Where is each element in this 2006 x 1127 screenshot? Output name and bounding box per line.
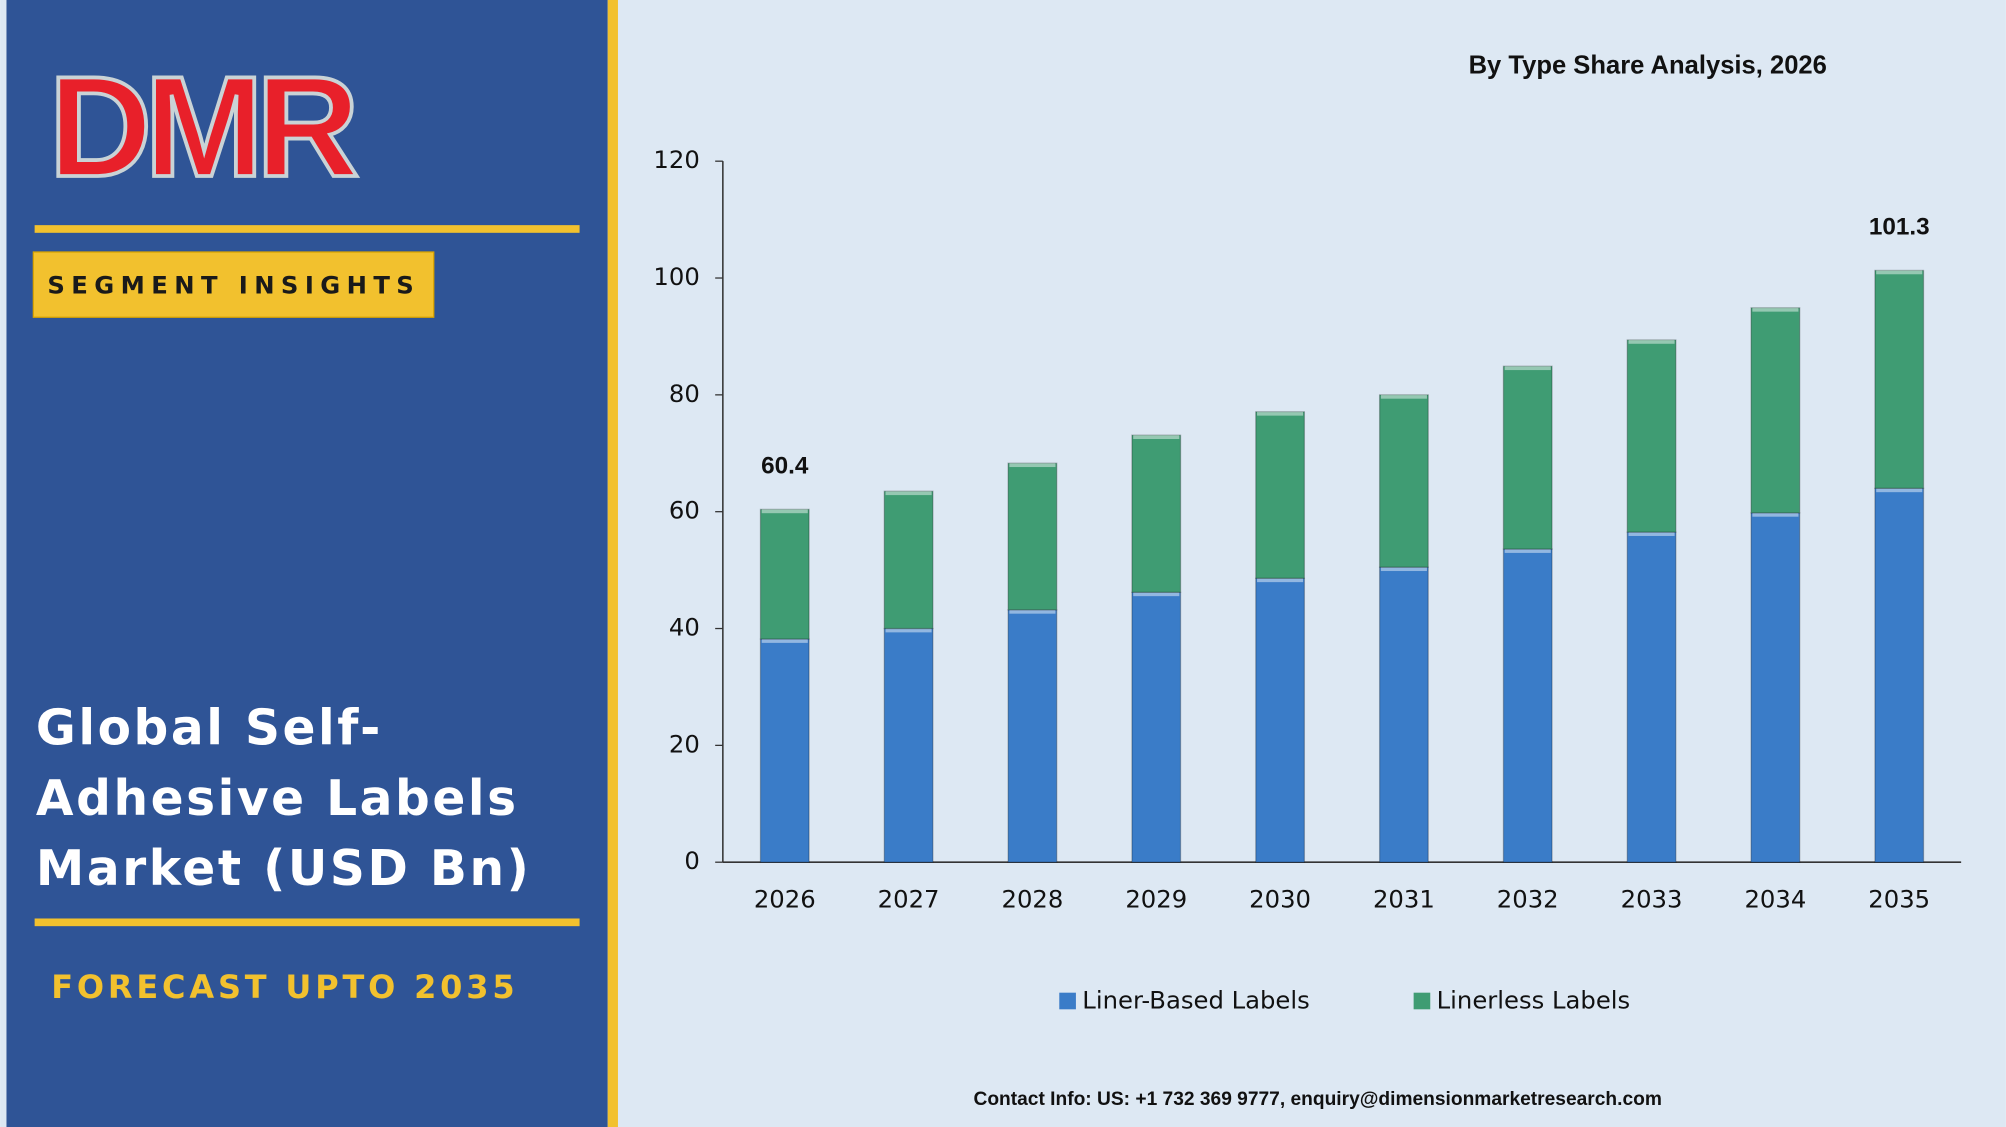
- legend-label: Linerless Labels: [1437, 986, 1631, 1015]
- sidebar-footer: FORECAST UPTO 2035: [51, 968, 518, 1006]
- bar-segment: [1874, 487, 1925, 863]
- bar-segment: [1750, 307, 1801, 514]
- bar-segment: [1626, 339, 1677, 533]
- y-tick-label: 0: [684, 846, 699, 875]
- x-tick-label: 2032: [1497, 885, 1559, 914]
- legend-swatch: [1059, 992, 1076, 1010]
- bar-highlight: [885, 491, 932, 496]
- bar-highlight: [1009, 609, 1056, 614]
- bar-segment: [1378, 394, 1429, 568]
- bar-highlight: [885, 628, 932, 633]
- bar-segment: [1874, 269, 1925, 489]
- bar-segment: [759, 508, 810, 640]
- bar-highlight: [1380, 394, 1427, 399]
- bar-segment: [1502, 548, 1553, 863]
- bar-segment: [1750, 512, 1801, 863]
- bar-segment: [1131, 434, 1182, 593]
- bar-segment: [1255, 577, 1306, 863]
- bar-highlight: [761, 639, 808, 643]
- total-label: 60.4: [761, 453, 809, 480]
- bar-highlight: [1133, 592, 1180, 597]
- x-tick-label: 2031: [1373, 885, 1435, 914]
- bar-segment: [759, 638, 810, 863]
- x-tick-label: 2026: [754, 885, 816, 914]
- y-tick-label: 20: [669, 729, 700, 758]
- legend-swatch: [1413, 992, 1431, 1010]
- bar-segment: [1626, 531, 1677, 863]
- total-label: 101.3: [1869, 214, 1930, 241]
- x-tick-label: 2035: [1868, 885, 1930, 914]
- bar-segment: [1007, 462, 1058, 611]
- y-tick-label: 120: [653, 145, 699, 174]
- bar-segment: [883, 490, 934, 630]
- bar-segment: [1007, 609, 1058, 863]
- legend-label: Liner-Based Labels: [1082, 986, 1310, 1015]
- bar-highlight: [761, 509, 808, 514]
- bar-highlight: [1628, 339, 1675, 344]
- x-tick-label: 2033: [1621, 885, 1683, 914]
- divider: [34, 225, 580, 233]
- sidebar-title-box: Global Self-Adhesive Labels Market (USD …: [35, 699, 532, 897]
- bar-highlight: [1628, 532, 1675, 536]
- x-tick-label: 2028: [1002, 885, 1064, 914]
- logo: DMR: [49, 47, 357, 207]
- x-tick-label: 2029: [1125, 885, 1187, 914]
- bar-highlight: [1257, 578, 1304, 583]
- x-tick-label: 2030: [1249, 885, 1311, 914]
- plot: 0 20 40 60 80 100 120 2026 2027 2028 2029 2030 2031 2…: [653, 145, 1962, 1015]
- y-tick-label: 100: [653, 262, 699, 291]
- badge-text: SEGMENT INSIGHTS: [47, 271, 420, 300]
- bar-segment: [883, 627, 934, 863]
- y-tick-label: 40: [669, 613, 700, 642]
- x-tick-label: 2027: [878, 885, 940, 914]
- bar-highlight: [1752, 512, 1799, 517]
- bar-segment: [1502, 365, 1553, 550]
- y-tick-label: 80: [669, 379, 700, 408]
- bar-segment: [1131, 591, 1182, 863]
- sidebar: [6, 0, 608, 1127]
- bar-highlight: [1133, 435, 1180, 440]
- bar-highlight: [1380, 567, 1427, 572]
- divider: [34, 918, 580, 927]
- badge: [32, 251, 435, 318]
- bar-highlight: [1504, 549, 1551, 553]
- bar-highlight: [1504, 366, 1551, 371]
- x-tick-label: 2034: [1744, 885, 1806, 914]
- y-tick-label: 60: [669, 496, 700, 525]
- bar-segment: [1378, 566, 1429, 863]
- sidebar-title: Global Self-Adhesive Labels Market (USD …: [35, 699, 532, 897]
- bar-segment: [1255, 411, 1306, 579]
- bar-highlight: [1876, 270, 1923, 275]
- contact: Contact Info: US: +1 732 369 9777, enqui…: [974, 1089, 1662, 1110]
- sidebar-stripe: [607, 0, 618, 1127]
- bar-highlight: [1876, 488, 1923, 493]
- bar-highlight: [1257, 411, 1304, 416]
- bar-highlight: [1752, 307, 1799, 312]
- chart-title: By Type Share Analysis, 2026: [1469, 51, 1827, 79]
- bar-highlight: [1009, 463, 1056, 468]
